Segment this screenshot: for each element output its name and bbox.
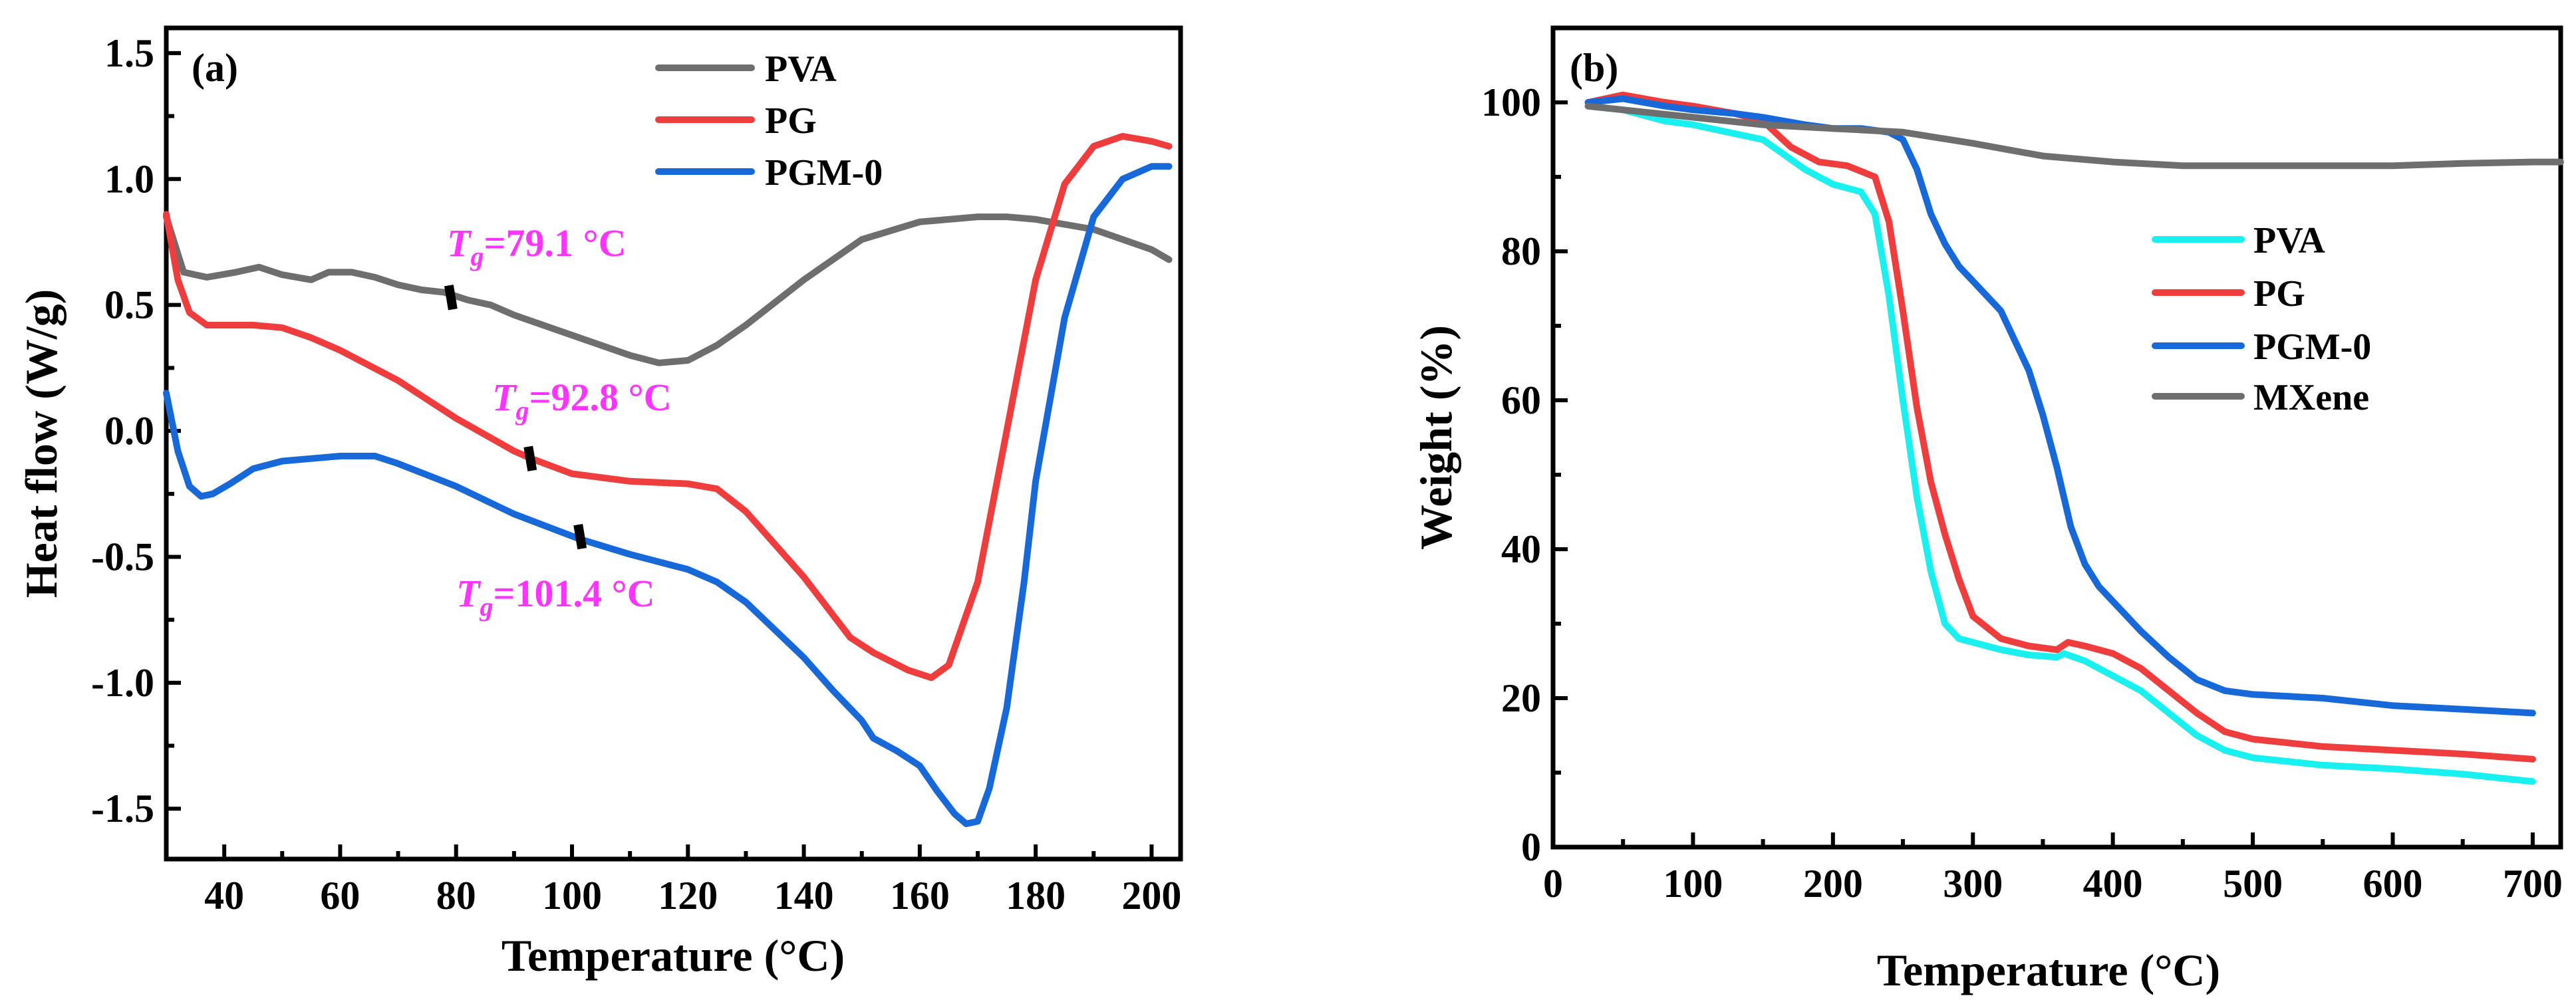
x-tick-label: 200 (1803, 862, 1863, 906)
legend-label-pva-b: PVA (2253, 220, 2325, 261)
tg-annotation-pg: Tg=92.8 °C (492, 376, 672, 426)
tg-marker (523, 445, 537, 471)
panel-a-label: (a) (192, 46, 238, 90)
y-tick-label: 60 (1501, 378, 1541, 422)
x-tick-label: 200 (1121, 874, 1181, 918)
y-tick-label: 1.0 (104, 157, 154, 201)
x-tick-label: 300 (1943, 862, 2003, 906)
panel-b-legend: PVA PG PGM-0 MXene (2152, 220, 2371, 418)
panel-a-y-label: Heat flow (W/g) (16, 289, 67, 598)
panel-a-x-ticks: 40 60 80 100 120 140 160 180 200 (204, 844, 1181, 918)
panel-a-frame (164, 25, 1183, 862)
x-tick-label: 160 (890, 874, 950, 918)
y-tick-label: 40 (1501, 527, 1541, 571)
series-line-pgm-0 (1584, 95, 2536, 717)
panel-a-y-ticks: -1.5 -1.0 -0.5 0.0 0.5 1.0 1.5 (91, 31, 181, 830)
panel-b-label: (b) (1570, 46, 1618, 90)
panel-a: 40 60 80 100 120 140 160 180 200 -1.5 -1.0 -0.5 0.0… (16, 25, 1183, 981)
y-tick-label: -1.0 (91, 661, 154, 705)
panel-b-x-label: Temperature (°C) (1877, 945, 2220, 995)
panel-a-legend: PVA PG PGM-0 (655, 49, 883, 193)
y-tick-label: 0 (1521, 825, 1541, 869)
x-tick-label: 100 (1663, 862, 1723, 906)
tg-marker (573, 524, 587, 550)
x-tick-label: 600 (2363, 862, 2423, 906)
panel-a-x-label: Temperature (°C) (501, 930, 845, 981)
series-line-pva (1584, 102, 2536, 785)
x-tick-label: 140 (774, 874, 834, 918)
panel-b-y-ticks: 0 20 40 60 80 100 (1481, 80, 1568, 869)
x-tick-label: 80 (436, 874, 476, 918)
x-tick-label: 60 (320, 874, 360, 918)
series-line-pg (163, 132, 1173, 682)
tg-annotation-pva: Tg=79.1 °C (447, 221, 627, 271)
y-tick-label: 100 (1481, 80, 1541, 124)
legend-label-mxene-b: MXene (2253, 377, 2369, 418)
y-tick-label: 1.5 (104, 31, 154, 75)
legend-label-pgm0-b: PGM-0 (2253, 326, 2371, 368)
y-tick-label: -0.5 (91, 535, 154, 578)
series-line-mxene (1584, 102, 2564, 170)
x-tick-label: 180 (1006, 874, 1066, 918)
series-line-pg (1584, 91, 2536, 763)
y-tick-label: -1.5 (91, 787, 154, 830)
y-tick-label: 20 (1501, 676, 1541, 720)
x-tick-label: 100 (542, 874, 602, 918)
panel-a-tg-markers (444, 285, 587, 550)
panel-b-y-label: Weight (%) (1411, 325, 1461, 550)
panel-a-series (163, 132, 1173, 827)
legend-label-pg-b: PG (2253, 273, 2305, 314)
panel-b-series (1584, 91, 2564, 785)
panel-b-frame (1550, 25, 2563, 850)
legend-label-pgm0: PGM-0 (765, 152, 883, 193)
legend-label-pva: PVA (765, 49, 837, 90)
legend-label-pg: PG (765, 100, 817, 142)
x-tick-label: 400 (2083, 862, 2143, 906)
series-line-pva (163, 213, 1173, 366)
y-tick-label: 80 (1501, 229, 1541, 273)
x-tick-label: 700 (2503, 862, 2563, 906)
tg-annotation-pgm0: Tg=101.4 °C (456, 572, 655, 622)
series-line-pgm-0 (163, 163, 1173, 827)
tg-marker (444, 285, 458, 311)
x-tick-label: 500 (2223, 862, 2283, 906)
y-tick-label: 0.0 (104, 409, 154, 453)
panel-b-x-ticks: 0 100 200 300 400 500 600 700 (1543, 832, 2563, 906)
x-tick-label: 40 (204, 874, 244, 918)
y-tick-label: 0.5 (104, 283, 154, 327)
x-tick-label: 120 (658, 874, 718, 918)
x-tick-label: 0 (1543, 862, 1563, 906)
